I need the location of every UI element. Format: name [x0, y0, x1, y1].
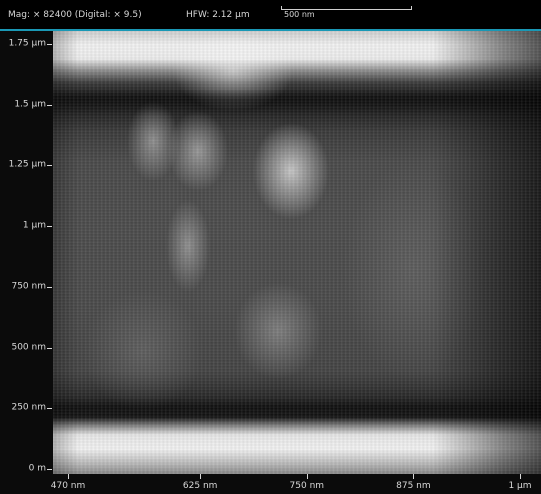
y-tick-mark: [47, 348, 52, 349]
accent-divider: [0, 29, 541, 31]
y-tick-label: 1 µm: [22, 220, 46, 231]
y-tick-label: 1.5 µm: [14, 99, 46, 110]
sem-image[interactable]: [53, 31, 541, 474]
y-tick-mark: [47, 226, 52, 227]
info-bar: Mag: × 82400 (Digital: × 9.5) HFW: 2.12 …: [0, 0, 541, 29]
y-tick-mark: [47, 44, 52, 45]
magnification-label: Mag: × 82400 (Digital: × 9.5): [8, 10, 142, 20]
y-tick-mark: [47, 469, 52, 470]
hfw-label: HFW: 2.12 µm: [186, 10, 250, 20]
image-edge-shading: [53, 31, 541, 474]
y-tick-label: 750 nm: [11, 281, 46, 292]
image-noise: [53, 31, 541, 474]
y-tick-mark: [47, 287, 52, 288]
y-tick-label: 1.75 µm: [8, 38, 46, 49]
y-tick-label: 0 m: [28, 463, 46, 474]
y-tick-mark: [47, 105, 52, 106]
y-tick-label: 1.25 µm: [8, 159, 46, 170]
y-tick-mark: [47, 165, 52, 166]
x-axis-background: [0, 474, 541, 494]
scale-bar: [281, 6, 412, 10]
y-tick-label: 250 nm: [11, 402, 46, 413]
y-tick-mark: [47, 408, 52, 409]
scale-bar-label: 500 nm: [284, 10, 315, 19]
y-tick-label: 500 nm: [11, 342, 46, 353]
